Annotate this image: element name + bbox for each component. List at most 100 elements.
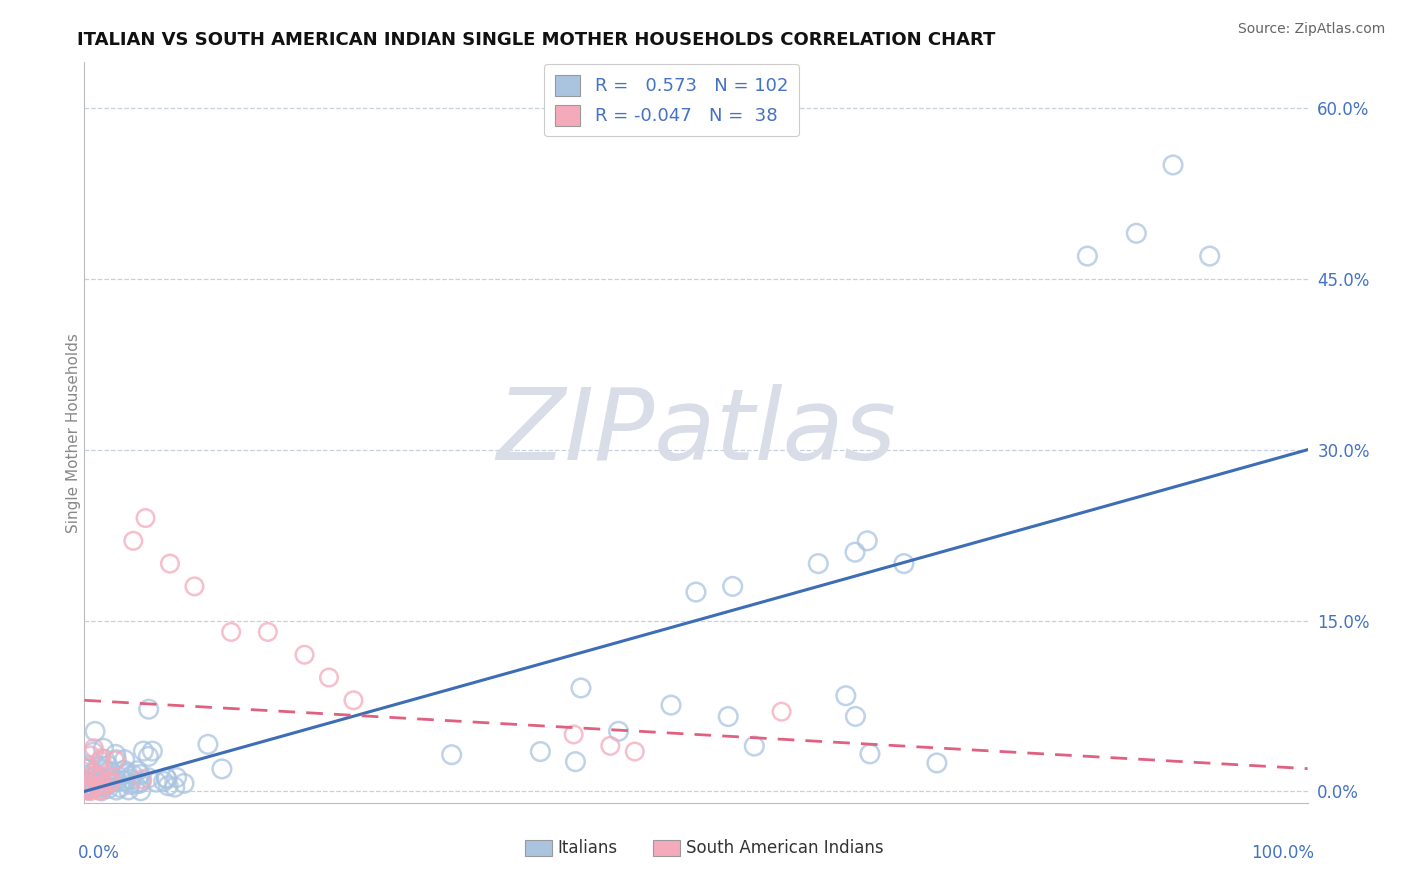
Point (75, 762, 97, 776)
Point (257, 624, 280, 639)
FancyBboxPatch shape (654, 840, 681, 856)
Point (89, 754, 111, 768)
Point (925, 756, 948, 770)
Point (80, 772, 103, 786)
Point (104, 754, 127, 768)
Point (770, 705, 793, 719)
Point (83, 781, 105, 796)
Point (163, 780, 186, 794)
Point (80, 784, 103, 798)
Point (135, 511, 157, 525)
Point (132, 744, 155, 758)
Point (659, 698, 682, 713)
Point (86, 778, 108, 792)
Point (120, 772, 142, 787)
Point (1161, 158, 1184, 172)
Point (79, 748, 101, 763)
Point (131, 772, 153, 787)
Point (156, 772, 179, 786)
Point (717, 709, 740, 723)
Point (77, 773, 100, 788)
Point (93, 777, 115, 791)
Point (138, 749, 160, 764)
Point (129, 767, 152, 781)
Point (94, 752, 117, 766)
Point (96, 772, 118, 786)
Point (105, 772, 128, 787)
Point (807, 557, 830, 571)
Point (89, 778, 111, 792)
Point (166, 771, 188, 785)
Point (83, 770, 105, 784)
Point (86, 772, 108, 787)
FancyBboxPatch shape (524, 840, 551, 856)
Point (73, 780, 96, 795)
Point (82, 745, 104, 759)
Point (844, 709, 866, 723)
Point (104, 774, 127, 789)
Point (90, 779, 112, 793)
Point (159, 557, 181, 571)
Point (93, 763, 115, 777)
Point (141, 744, 163, 758)
Point (80, 781, 103, 796)
Point (82, 765, 104, 780)
Point (87, 760, 110, 774)
Point (87, 772, 110, 787)
Point (742, 739, 765, 753)
Point (77, 774, 100, 789)
Point (529, 745, 551, 759)
Y-axis label: Single Mother Households: Single Mother Households (66, 333, 80, 533)
Point (108, 780, 131, 795)
Point (129, 775, 152, 789)
Point (219, 624, 242, 639)
Point (84, 769, 107, 783)
Point (82, 775, 104, 789)
Point (87, 772, 110, 786)
Point (138, 702, 160, 716)
Point (128, 776, 150, 790)
Point (90, 780, 112, 795)
Point (86, 779, 108, 793)
Text: South American Indians: South American Indians (686, 839, 884, 857)
Point (80, 775, 103, 789)
Point (90, 778, 112, 792)
Point (96, 779, 118, 793)
Point (114, 773, 136, 788)
Point (75, 757, 97, 772)
Point (90, 751, 112, 765)
Point (73, 776, 96, 790)
Point (835, 689, 858, 703)
Point (607, 724, 630, 739)
Point (101, 772, 124, 786)
Point (84, 724, 107, 739)
Point (342, 693, 364, 707)
Point (111, 773, 134, 788)
Point (79, 782, 101, 797)
Point (76, 760, 98, 774)
Point (98, 775, 121, 789)
Point (562, 727, 585, 741)
Point (145, 775, 167, 789)
Point (98, 764, 121, 779)
Point (96, 764, 118, 779)
Point (138, 771, 160, 785)
Point (90, 784, 112, 798)
Point (183, 579, 205, 593)
Point (97, 758, 120, 772)
Point (859, 747, 882, 761)
Point (79, 781, 101, 796)
Point (75, 762, 97, 776)
Point (157, 779, 180, 793)
Point (115, 765, 138, 780)
Point (94, 779, 117, 793)
Text: Italians: Italians (558, 839, 617, 857)
Point (82, 775, 104, 789)
Point (114, 766, 136, 780)
Point (90, 770, 112, 784)
Point (893, 557, 915, 571)
Point (294, 648, 316, 662)
Point (89, 784, 111, 798)
Point (856, 533, 879, 548)
Point (155, 771, 177, 785)
